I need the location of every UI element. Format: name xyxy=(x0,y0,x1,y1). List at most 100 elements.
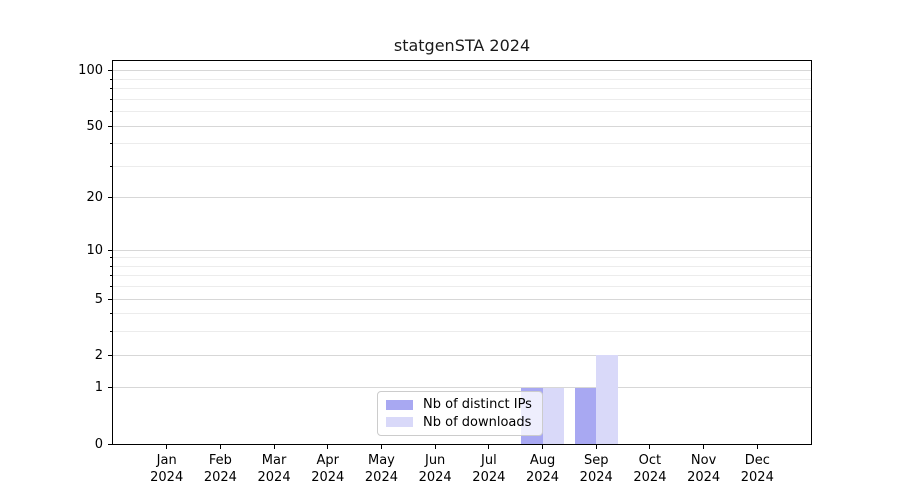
legend-swatch-distinct-ips xyxy=(386,399,413,410)
y-tick-10 xyxy=(108,249,112,251)
legend-item-distinct-ips: Nb of distinct IPs xyxy=(386,397,534,412)
y-minor-tick-3 xyxy=(110,331,112,333)
x-tick-month-jul: Jul xyxy=(481,453,497,468)
y-tick-5 xyxy=(108,298,112,300)
gridline-minor-7 xyxy=(113,275,811,277)
legend-label-distinct-ips: Nb of distinct IPs xyxy=(423,397,532,413)
gridline-minor-40 xyxy=(113,143,811,145)
bar-nb-of-downloads-aug xyxy=(542,387,564,444)
y-minor-tick-40 xyxy=(110,143,112,145)
gridline-major-2 xyxy=(113,354,811,356)
x-tick-nov xyxy=(703,445,705,449)
x-tick-label-feb: Feb 2024 xyxy=(192,452,248,486)
x-tick-month-aug: Aug xyxy=(529,453,556,468)
y-minor-tick-9 xyxy=(110,257,112,259)
x-tick-year-jan: 2024 xyxy=(150,470,184,485)
gridline-minor-80 xyxy=(113,88,811,90)
bar-nb-of-distinct-ips-sep xyxy=(574,387,597,444)
y-tick-label-20: 20 xyxy=(86,190,103,206)
gridline-major-10 xyxy=(113,249,811,251)
y-minor-tick-80 xyxy=(110,88,112,90)
x-tick-sep xyxy=(595,445,597,449)
gridline-minor-9 xyxy=(113,257,811,259)
x-tick-jan xyxy=(166,445,168,449)
gridline-major-1 xyxy=(113,387,811,389)
x-tick-label-jan: Jan 2024 xyxy=(139,452,195,486)
x-tick-may xyxy=(380,445,382,449)
y-tick-label-50: 50 xyxy=(86,118,103,134)
plot-area: Nb of distinct IPs Nb of downloads xyxy=(112,60,812,445)
gridline-minor-70 xyxy=(113,98,811,100)
x-tick-month-oct: Oct xyxy=(638,453,662,468)
x-tick-year-oct: 2024 xyxy=(633,470,667,485)
y-tick-label-2: 2 xyxy=(94,347,103,363)
y-tick-label-0: 0 xyxy=(94,436,103,452)
x-tick-label-jul: Jul 2024 xyxy=(461,452,517,486)
x-tick-year-feb: 2024 xyxy=(203,470,237,485)
x-tick-aug xyxy=(542,445,544,449)
y-tick-label-100: 100 xyxy=(78,63,103,79)
x-tick-mar xyxy=(273,445,275,449)
y-minor-tick-4 xyxy=(110,313,112,315)
x-tick-label-sep: Sep 2024 xyxy=(568,452,624,486)
y-minor-tick-6 xyxy=(110,286,112,288)
gridline-minor-4 xyxy=(113,313,811,315)
x-tick-year-sep: 2024 xyxy=(579,470,613,485)
gridline-minor-30 xyxy=(113,165,811,167)
gridline-major-50 xyxy=(113,125,811,127)
x-tick-label-dec: Dec 2024 xyxy=(729,452,785,486)
y-minor-tick-60 xyxy=(110,111,112,113)
legend-swatch-downloads xyxy=(386,417,413,428)
x-tick-label-aug: Aug 2024 xyxy=(515,452,571,486)
x-tick-year-may: 2024 xyxy=(364,470,398,485)
gridline-minor-8 xyxy=(113,265,811,267)
gridline-minor-90 xyxy=(113,78,811,80)
gridline-minor-60 xyxy=(113,111,811,113)
x-tick-month-apr: Apr xyxy=(316,453,340,468)
y-minor-tick-7 xyxy=(110,275,112,277)
x-tick-jul xyxy=(488,445,490,449)
gridline-major-20 xyxy=(113,197,811,199)
x-tick-apr xyxy=(327,445,329,449)
y-tick-2 xyxy=(108,354,112,356)
legend-label-downloads: Nb of downloads xyxy=(423,414,532,430)
x-tick-year-jun: 2024 xyxy=(418,470,452,485)
y-minor-tick-90 xyxy=(110,78,112,80)
y-tick-0 xyxy=(108,443,112,445)
x-tick-year-aug: 2024 xyxy=(525,470,560,485)
legend-item-downloads: Nb of downloads xyxy=(386,415,534,430)
y-minor-tick-70 xyxy=(110,98,112,100)
x-tick-jun xyxy=(434,445,436,449)
x-tick-label-jun: Jun 2024 xyxy=(407,452,463,486)
x-tick-year-dec: 2024 xyxy=(740,470,774,485)
y-tick-1 xyxy=(108,387,112,389)
x-tick-month-sep: Sep xyxy=(583,453,609,468)
gridline-major-5 xyxy=(113,298,811,300)
x-tick-year-mar: 2024 xyxy=(257,470,291,485)
x-tick-month-nov: Nov xyxy=(690,453,717,468)
y-minor-tick-8 xyxy=(110,265,112,267)
y-minor-tick-30 xyxy=(110,165,112,167)
x-tick-label-oct: Oct 2024 xyxy=(622,452,678,486)
y-tick-20 xyxy=(108,197,112,199)
x-tick-label-mar: Mar 2024 xyxy=(246,452,302,486)
y-tick-label-10: 10 xyxy=(86,242,103,258)
y-tick-label-5: 5 xyxy=(94,291,103,307)
x-tick-feb xyxy=(219,445,221,449)
x-tick-month-mar: Mar xyxy=(261,453,287,468)
x-tick-label-may: May 2024 xyxy=(353,452,409,486)
x-tick-month-feb: Feb xyxy=(208,453,232,468)
x-tick-year-jul: 2024 xyxy=(472,470,506,485)
legend: Nb of distinct IPs Nb of downloads xyxy=(377,391,543,436)
x-tick-oct xyxy=(649,445,651,449)
y-tick-label-1: 1 xyxy=(94,380,103,396)
x-tick-month-jan: Jan xyxy=(156,453,177,468)
gridline-major-100 xyxy=(113,70,811,72)
x-tick-month-dec: Dec xyxy=(744,453,770,468)
chart-title: statgenSTA 2024 xyxy=(393,36,531,55)
x-tick-dec xyxy=(756,445,758,449)
y-tick-50 xyxy=(108,125,112,127)
x-tick-month-may: May xyxy=(368,453,395,468)
gridline-minor-6 xyxy=(113,286,811,288)
